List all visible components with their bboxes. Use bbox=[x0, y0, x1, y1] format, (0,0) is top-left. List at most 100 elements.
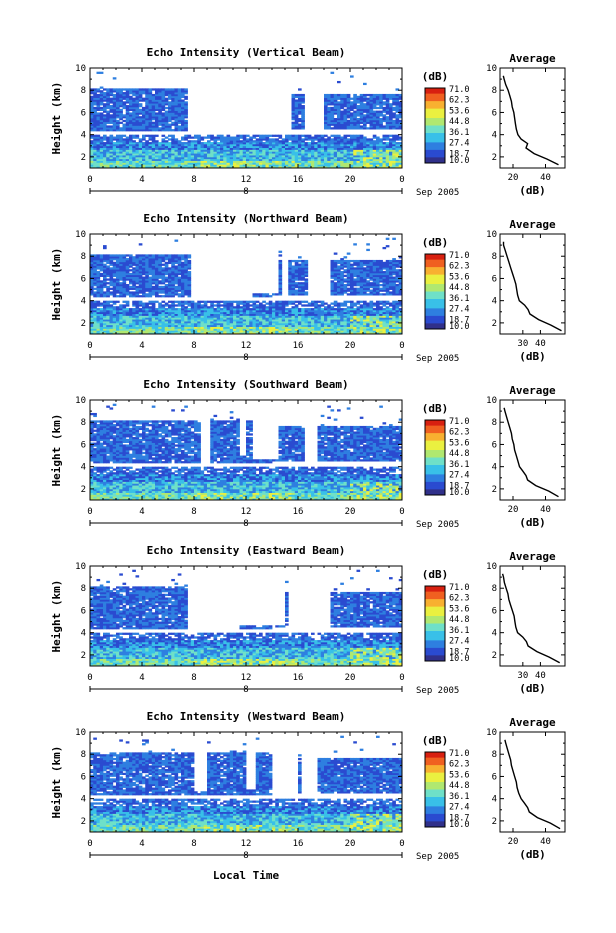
profile-x-tick-label: 30 bbox=[517, 339, 528, 349]
x-tick-label: 0 bbox=[87, 507, 92, 517]
y-axis-label: Height (km) bbox=[50, 746, 63, 819]
x-tick-label: 8 bbox=[191, 175, 196, 185]
x-tick-label: 20 bbox=[345, 341, 356, 351]
profile-x-tick-label: 30 bbox=[517, 671, 528, 681]
colorbar-unit: (dB) bbox=[422, 734, 449, 747]
y-tick-label: 8 bbox=[81, 86, 86, 96]
colorbar-label: 27.4 bbox=[449, 305, 469, 315]
colorbar-label: 44.8 bbox=[449, 615, 469, 625]
x-tick-label: 0 bbox=[87, 341, 92, 351]
heatmap-cells bbox=[90, 736, 402, 833]
panel-title: Echo Intensity (Southward Beam) bbox=[143, 378, 348, 391]
profile-y-tick-label: 6 bbox=[492, 108, 497, 118]
colorbar-label: 62.3 bbox=[449, 262, 469, 272]
x-tick-label: 12 bbox=[241, 341, 252, 351]
heatmap-cells bbox=[90, 570, 402, 667]
date-marker: 8 bbox=[243, 519, 248, 529]
profile-frame bbox=[500, 732, 565, 832]
profile-x-tick-label: 20 bbox=[508, 837, 519, 847]
profile-x-tick-label: 40 bbox=[535, 339, 546, 349]
colorbar-label: 27.4 bbox=[449, 637, 469, 647]
profile-line bbox=[504, 242, 562, 331]
y-tick-label: 6 bbox=[81, 772, 86, 782]
profile-y-tick-label: 6 bbox=[492, 440, 497, 450]
profile-frame bbox=[500, 566, 565, 666]
profile-y-tick-label: 10 bbox=[486, 64, 497, 74]
y-tick-label: 6 bbox=[81, 606, 86, 616]
x-tick-label: 0 bbox=[399, 175, 404, 185]
panel-title: Echo Intensity (Westward Beam) bbox=[147, 710, 346, 723]
y-tick-label: 8 bbox=[81, 252, 86, 262]
date-label: Sep 2005 bbox=[416, 852, 459, 862]
y-tick-label: 4 bbox=[81, 463, 86, 473]
colorbar-label: 36.1 bbox=[449, 792, 469, 802]
colorbar-label: 71.0 bbox=[449, 749, 469, 759]
profile-y-tick-label: 10 bbox=[486, 562, 497, 572]
profile-frame bbox=[500, 400, 565, 500]
y-tick-label: 4 bbox=[81, 131, 86, 141]
profile-y-tick-label: 2 bbox=[492, 817, 497, 827]
colorbar-label: 71.0 bbox=[449, 417, 469, 427]
profile-line bbox=[503, 574, 560, 663]
profile-y-tick-label: 8 bbox=[492, 750, 497, 760]
profile-y-tick-label: 10 bbox=[486, 728, 497, 738]
y-axis-label: Height (km) bbox=[50, 414, 63, 487]
colorbar: (dB)71.062.353.644.836.127.418.710.0 bbox=[422, 70, 470, 166]
y-axis-label: Height (km) bbox=[50, 82, 63, 155]
panel-2: Echo Intensity (Northward Beam)246810Hei… bbox=[50, 212, 565, 364]
profile-title: Average bbox=[509, 550, 556, 563]
profile-line bbox=[504, 408, 558, 497]
y-tick-label: 6 bbox=[81, 274, 86, 284]
x-tick-label: 20 bbox=[345, 839, 356, 849]
profile-x-tick-label: 20 bbox=[508, 505, 519, 515]
profile-title: Average bbox=[509, 52, 556, 65]
colorbar-label: 10.0 bbox=[449, 322, 469, 332]
x-tick-label: 8 bbox=[191, 673, 196, 683]
date-marker: 8 bbox=[243, 685, 248, 695]
colorbar-label: 10.0 bbox=[449, 654, 469, 664]
profile-x-tick-label: 40 bbox=[540, 173, 551, 183]
profile-x-label: (dB) bbox=[519, 848, 546, 861]
y-tick-label: 6 bbox=[81, 108, 86, 118]
profile-y-tick-label: 6 bbox=[492, 274, 497, 284]
profile-line bbox=[505, 740, 560, 829]
colorbar-label: 62.3 bbox=[449, 760, 469, 770]
heatmap-cells bbox=[90, 404, 402, 501]
colorbar: (dB)71.062.353.644.836.127.418.710.0 bbox=[422, 236, 470, 332]
y-tick-label: 10 bbox=[75, 230, 86, 240]
panel-title: Echo Intensity (Vertical Beam) bbox=[147, 46, 346, 59]
x-tick-label: 0 bbox=[87, 175, 92, 185]
profile-y-tick-label: 4 bbox=[492, 629, 497, 639]
y-tick-label: 10 bbox=[75, 728, 86, 738]
y-tick-label: 6 bbox=[81, 440, 86, 450]
y-tick-label: 10 bbox=[75, 396, 86, 406]
y-tick-label: 4 bbox=[81, 629, 86, 639]
colorbar-label: 53.6 bbox=[449, 106, 469, 116]
colorbar-label: 36.1 bbox=[449, 294, 469, 304]
profile-title: Average bbox=[509, 218, 556, 231]
x-tick-label: 0 bbox=[399, 507, 404, 517]
colorbar: (dB)71.062.353.644.836.127.418.710.0 bbox=[422, 734, 470, 830]
x-tick-label: 0 bbox=[399, 839, 404, 849]
x-tick-label: 16 bbox=[293, 341, 304, 351]
colorbar-label: 71.0 bbox=[449, 85, 469, 95]
x-tick-label: 4 bbox=[139, 341, 144, 351]
profile-y-tick-label: 8 bbox=[492, 252, 497, 262]
profile-frame bbox=[500, 234, 565, 334]
x-tick-label: 16 bbox=[293, 507, 304, 517]
colorbar-unit: (dB) bbox=[422, 236, 449, 249]
colorbar-label: 27.4 bbox=[449, 471, 469, 481]
y-tick-label: 2 bbox=[81, 817, 86, 827]
colorbar-label: 36.1 bbox=[449, 626, 469, 636]
x-tick-label: 0 bbox=[87, 673, 92, 683]
x-tick-label: 0 bbox=[399, 673, 404, 683]
panel-5: Echo Intensity (Westward Beam) 2 4 6 8 10 Heig… bbox=[50, 710, 565, 862]
profile-x-tick-label: 40 bbox=[540, 837, 551, 847]
profile-x-label: (dB) bbox=[519, 682, 546, 695]
profile-y-tick-label: 4 bbox=[492, 795, 497, 805]
x-tick-label: 4 bbox=[139, 673, 144, 683]
